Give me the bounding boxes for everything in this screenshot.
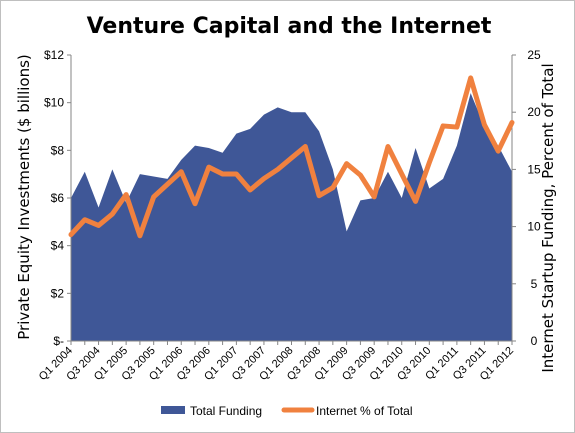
- y-left-tick-label: $4: [51, 239, 65, 253]
- y-left-tick-label: $12: [44, 48, 64, 62]
- y-left-tick-label: $8: [51, 143, 65, 157]
- right-axis-ticks: 0 5 10 15 20 25: [512, 48, 541, 348]
- legend-label-total-funding: Total Funding: [190, 404, 262, 418]
- plot-area: [68, 55, 515, 342]
- area-total-funding: [71, 93, 512, 341]
- y-right-tick-label: 0: [531, 334, 538, 348]
- y-right-tick-label: 20: [527, 105, 541, 119]
- y-axis-right-title: Internet Startup Funding, Percent of Tot…: [539, 63, 557, 372]
- left-axis-ticks: $- $2 $4 $6 $8 $10 $12: [44, 48, 71, 348]
- y-left-tick-label: $-: [53, 334, 64, 348]
- legend-label-internet-pct: Internet % of Total: [316, 404, 413, 418]
- y-left-tick-label: $10: [44, 96, 64, 110]
- y-right-tick-label: 10: [527, 220, 541, 234]
- y-right-tick-label: 5: [531, 277, 538, 291]
- y-axis-left-title: Private Equity Investments ($ billions): [15, 54, 33, 340]
- legend-swatch-total-funding: [161, 406, 185, 414]
- y-left-tick-label: $6: [51, 191, 65, 205]
- line-internet-pct: [68, 75, 515, 239]
- y-right-tick-label: 25: [527, 48, 541, 62]
- legend: Total Funding Internet % of Total: [161, 404, 413, 418]
- y-right-tick-label: 15: [527, 162, 541, 176]
- chart-title: Venture Capital and the Internet: [87, 14, 492, 39]
- y-left-tick-label: $2: [51, 286, 65, 300]
